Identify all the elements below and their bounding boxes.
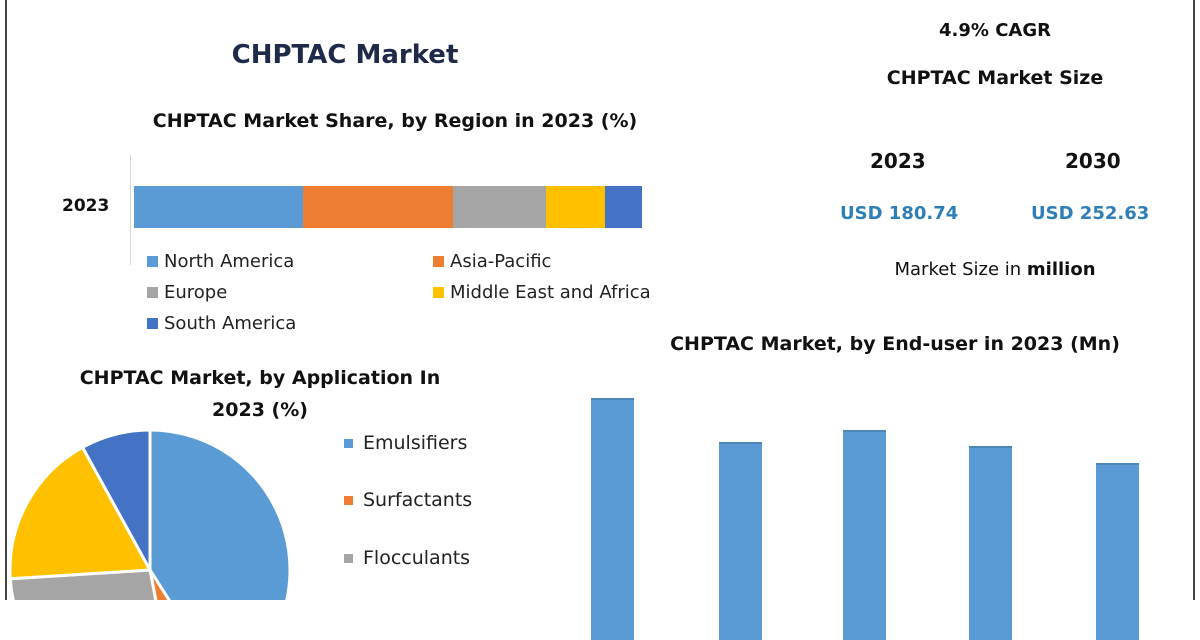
legend-label: Surfactants [363,489,473,511]
legend-item-surfactants: Surfactants [344,489,472,511]
cagr-label: 4.9% CAGR [939,20,1051,41]
enduser-chart-title: CHPTAC Market, by End-user in 2023 (Mn) [670,333,1120,355]
application-chart-title: CHPTAC Market, by Application In 2023 (%… [40,362,480,426]
market-size-2023-value: USD 180.74 [840,203,959,224]
market-size-unit-note: Market Size in million [850,259,1140,280]
unit-bold: million [1026,259,1096,280]
right-border [1193,0,1195,600]
enduser-bar-1 [591,398,634,640]
legend-swatch [147,318,158,329]
bar-segment-north-america [134,186,304,228]
bar-segment-europe [453,186,546,228]
region-chart-title: CHPTAC Market Share, by Region in 2023 (… [152,110,638,132]
legend-swatch [433,256,444,267]
main-title: CHPTAC Market [231,40,459,70]
enduser-bar-5 [1096,462,1139,640]
legend-item-europe: Europe [147,282,227,303]
pie-slice-others-darkblue [80,428,152,571]
legend-swatch [344,438,353,448]
market-size-title: CHPTAC Market Size [886,67,1104,89]
enduser-bar-4 [969,446,1012,640]
pie-slice-emulsifiers [148,428,292,600]
unit-prefix: Market Size in [894,259,1027,280]
legend-item-asia-pacific: Asia-Pacific [433,251,551,272]
enduser-bar-2 [719,442,762,640]
legend-swatch [147,256,158,267]
legend-label: Flocculants [363,547,471,569]
region-chart-category-label: 2023 [62,196,110,216]
application-pie-chart [8,428,292,600]
legend-swatch [147,287,158,298]
legend-swatch [344,495,353,505]
enduser-bar-3 [843,430,886,640]
bar-segment-asia-pacific [303,186,454,228]
legend-item-south-america: South America [147,313,296,334]
legend-swatch [344,553,353,563]
application-title-line1: CHPTAC Market, by Application In [79,367,441,389]
legend-label: Emulsifiers [363,432,468,454]
region-chart-axis [130,155,131,265]
legend-label: North America [164,251,295,272]
legend-item-north-america: North America [147,251,294,272]
legend-label: Europe [164,282,228,303]
left-border [5,0,7,600]
legend-item-middle-east-africa: Middle East and Africa [433,282,651,303]
application-title-line2: 2023 (%) [212,399,308,421]
legend-swatch [433,287,444,298]
legend-item-emulsifiers: Emulsifiers [344,432,467,454]
legend-label: Asia-Pacific [450,251,552,272]
legend-item-flocculants: Flocculants [344,547,470,569]
legend-label: Middle East and Africa [450,282,651,303]
year-2023-label: 2023 [870,149,926,173]
region-stacked-bar [134,186,642,228]
bar-segment-south-america [604,186,642,228]
legend-label: South America [164,313,297,334]
bar-segment-middle-east-and-africa [545,186,605,228]
market-size-2030-value: USD 252.63 [1031,203,1150,224]
year-2030-label: 2030 [1065,149,1121,173]
pie-slice-others-yellow [8,445,153,581]
